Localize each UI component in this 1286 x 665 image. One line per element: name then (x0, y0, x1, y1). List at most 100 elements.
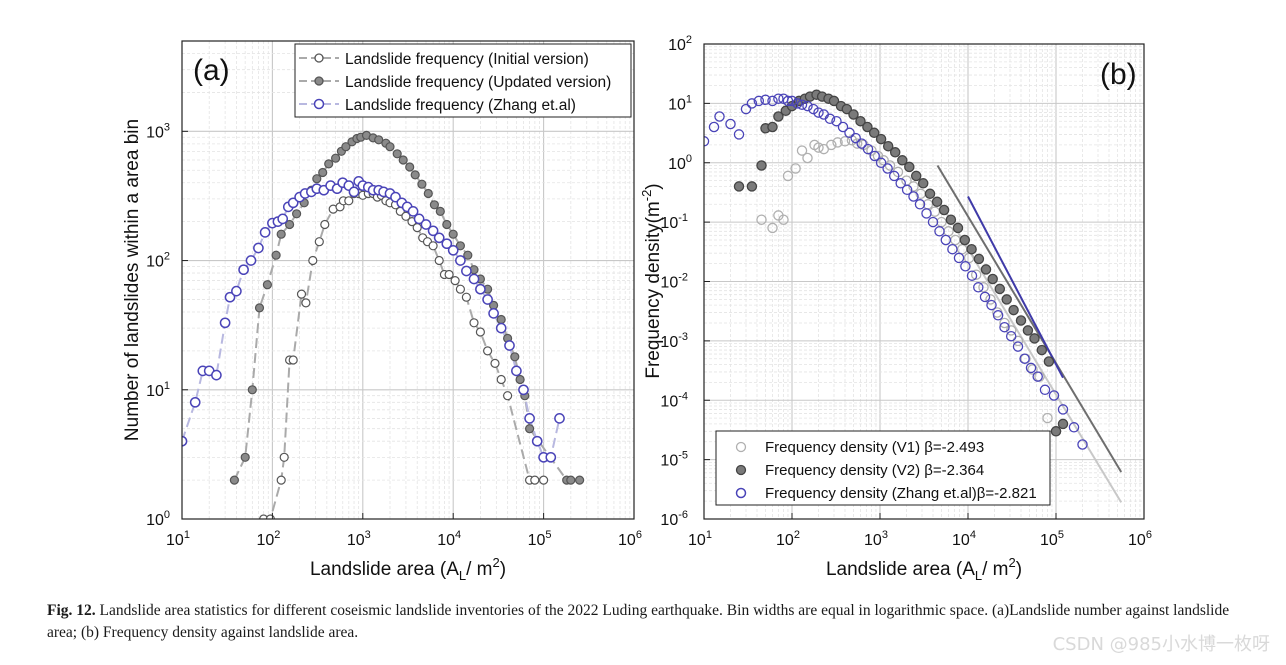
data-point-b-s0 (813, 142, 824, 153)
data-point-a-s1 (312, 174, 322, 184)
data-point-a-s0 (455, 284, 465, 294)
x-tick-label: 106 (618, 529, 642, 549)
data-point-b-s1 (841, 103, 853, 115)
x-tick-label: 101 (688, 529, 712, 549)
data-point-b-s1 (931, 196, 943, 208)
data-point-b-s1 (994, 283, 1006, 295)
data-point-a-s1 (324, 159, 334, 169)
data-point-b-s1 (973, 253, 985, 265)
y-tick-label: 102 (668, 34, 692, 54)
data-point-a-s2 (253, 242, 264, 254)
data-point-b-s2 (1057, 404, 1069, 415)
data-point-b-s2 (1039, 384, 1051, 396)
data-point-b-s0 (985, 294, 996, 305)
data-point-b-s1 (959, 234, 971, 246)
data-point-b-s2 (796, 99, 808, 110)
legend-a: Landslide frequency (Initial version) La… (294, 43, 632, 118)
x-tick-label: 105 (1040, 529, 1064, 549)
legend-label-zhang: Landslide frequency (Zhang et.al) (345, 97, 576, 114)
legend-marker-zhang (313, 98, 325, 110)
x-axis-label-a: Landslide area (AL/ m2) (310, 555, 506, 583)
data-point-b-s2 (824, 113, 836, 125)
data-point-a-s2 (482, 294, 493, 305)
legend-label-v2: Frequency density (V2) β=-2.364 (765, 462, 984, 479)
data-point-b-s2 (999, 321, 1010, 333)
data-point-a-s0 (276, 475, 286, 485)
legend-marker-initial (314, 53, 324, 63)
data-point-a-s0 (503, 391, 513, 401)
data-point-b-s1 (897, 155, 908, 166)
data-point-a-s1 (574, 475, 585, 485)
data-point-a-s2 (413, 213, 425, 225)
data-point-a-s0 (475, 327, 485, 337)
data-point-a-s0 (401, 211, 411, 221)
data-point-a-s0 (314, 237, 324, 247)
y-tick-label: 10-3 (660, 331, 688, 351)
data-point-b-s0 (1005, 325, 1017, 336)
data-point-a-s1 (496, 314, 506, 325)
data-point-b-s2 (979, 291, 991, 303)
data-point-b-s0 (756, 214, 767, 225)
x-tick-label: 104 (437, 529, 461, 549)
data-point-b-s2 (782, 95, 794, 107)
data-point-b-s1 (1057, 418, 1069, 430)
data-point-b-s2 (986, 299, 997, 311)
data-point-b-s0 (826, 139, 837, 151)
data-point-a-s1 (429, 200, 439, 210)
x-tick-label: 103 (864, 529, 888, 549)
data-point-a-s0 (538, 475, 549, 485)
x-tick-label: 105 (528, 529, 552, 549)
data-point-b-s2 (714, 111, 725, 122)
data-point-b-s1 (862, 121, 873, 133)
data-point-b-s2 (1077, 439, 1088, 450)
data-point-b-s0 (970, 269, 982, 280)
data-point-a-s2 (531, 435, 543, 447)
data-point-b-s0 (778, 214, 789, 225)
x-axis-label-text-a: Landslide area (AL/ m2) (310, 555, 506, 583)
data-point-b-s1 (756, 160, 767, 171)
data-point-b-s1 (924, 188, 936, 200)
data-point-a-s1 (463, 250, 473, 260)
data-point-a-s0 (434, 255, 444, 266)
data-point-b-s1 (773, 111, 784, 122)
data-point-b-s2 (940, 234, 952, 246)
data-point-a-s2 (427, 225, 439, 237)
data-point-b-s2 (973, 282, 984, 293)
data-point-b-s1 (868, 127, 880, 139)
x-tick-label: 104 (952, 529, 976, 549)
data-point-b-s1 (1022, 325, 1034, 336)
data-point-b-s2 (882, 163, 893, 174)
data-point-b-s1 (987, 273, 998, 285)
y-tick-label: 103 (146, 121, 170, 141)
data-point-b-s2 (733, 129, 745, 140)
legend-box-b (715, 430, 1051, 506)
data-point-a-s1 (331, 153, 341, 163)
data-point-b-s2 (753, 95, 765, 107)
data-point-a-s2 (475, 283, 486, 295)
data-point-a-s2 (504, 340, 515, 351)
data-point-b-s2 (1068, 422, 1080, 433)
data-point-b-s2 (837, 121, 849, 133)
data-point-a-s2 (488, 308, 499, 319)
data-point-a-s1 (455, 241, 465, 251)
data-points-b (704, 89, 1088, 450)
data-point-b-s1 (1036, 344, 1048, 356)
data-point-a-s2 (433, 232, 445, 244)
data-point-b-s2 (960, 261, 971, 272)
data-point-a-s1 (374, 135, 384, 145)
axes-frame-a (181, 40, 635, 520)
legend-marker-zhang-b (735, 487, 747, 499)
legend-b: Frequency density (V1) β=-2.493 Frequenc… (715, 430, 1051, 506)
data-point-a-s1 (271, 250, 281, 260)
data-point-b-s2 (914, 199, 926, 210)
data-point-b-s1 (1043, 356, 1055, 367)
data-point-b-s1 (733, 181, 745, 192)
data-point-b-s1 (966, 243, 977, 255)
fit-line-Zhang (967, 196, 1064, 379)
data-point-a-s2 (518, 384, 529, 396)
data-point-a-s1 (240, 452, 250, 462)
x-tick-label: 101 (166, 529, 190, 549)
watermark: CSDN @985小水博一枚呀 (1052, 634, 1270, 655)
grid-a (182, 41, 634, 519)
